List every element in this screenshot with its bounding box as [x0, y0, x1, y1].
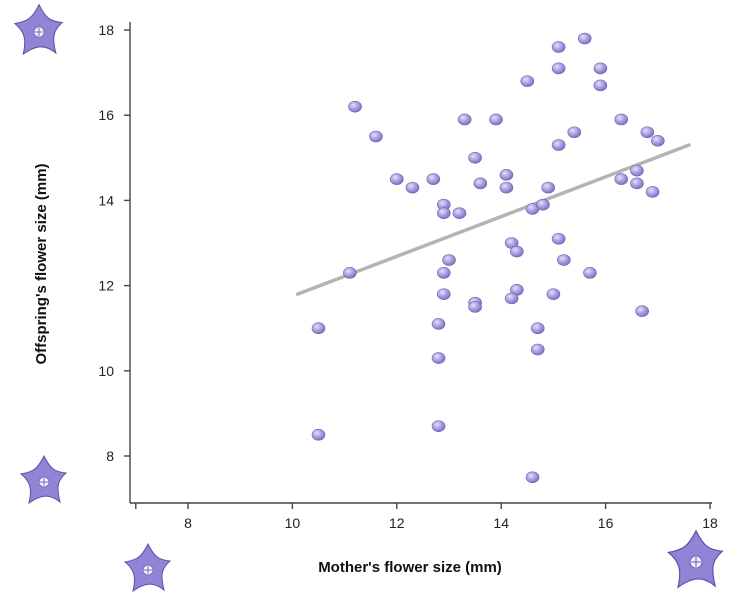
- data-point: [499, 169, 514, 181]
- data-point: [510, 245, 524, 258]
- data-point: [551, 41, 566, 53]
- data-point: [452, 207, 467, 219]
- data-point: [468, 301, 482, 313]
- y-axis-title: Offspring's flower size (mm): [33, 163, 50, 364]
- data-point: [583, 267, 597, 279]
- data-point: [520, 75, 535, 87]
- x-tick-label: 12: [389, 515, 405, 531]
- data-point: [640, 126, 655, 139]
- data-point: [343, 267, 357, 279]
- flower-icon: [124, 543, 171, 592]
- data-point: [468, 152, 482, 164]
- data-point: [436, 288, 451, 300]
- data-point: [426, 173, 441, 185]
- data-point: [431, 352, 446, 364]
- data-point: [577, 32, 592, 45]
- flower-icon: [20, 455, 67, 504]
- y-tick-label: 18: [98, 22, 114, 38]
- data-point: [311, 322, 326, 335]
- data-point: [541, 181, 555, 194]
- data-point: [489, 113, 503, 126]
- data-point: [473, 177, 488, 190]
- data-point: [551, 139, 566, 151]
- y-axis-ticks: 8 10 12 14 16 18: [98, 22, 130, 464]
- data-point: [593, 62, 608, 75]
- y-tick-label: 12: [98, 278, 114, 294]
- data-point: [504, 292, 519, 305]
- x-tick-label: 18: [702, 515, 718, 531]
- data-point: [389, 173, 404, 185]
- data-point: [551, 232, 566, 245]
- data-point: [567, 126, 582, 139]
- data-point: [369, 130, 383, 143]
- data-point: [645, 186, 660, 198]
- data-points: [311, 32, 665, 484]
- x-tick-label: 16: [598, 515, 614, 531]
- data-point: [557, 254, 571, 266]
- y-tick-label: 10: [98, 363, 114, 379]
- data-point: [530, 343, 545, 356]
- flower-icon: [667, 530, 724, 588]
- data-point: [536, 198, 550, 211]
- data-point: [499, 181, 514, 194]
- data-point: [405, 181, 420, 194]
- data-point: [630, 164, 644, 177]
- data-point: [431, 420, 446, 432]
- data-point: [457, 113, 472, 126]
- data-point: [546, 288, 561, 300]
- data-point: [442, 254, 456, 266]
- x-tick-label: 8: [184, 515, 192, 531]
- data-point: [635, 305, 649, 317]
- y-tick-label: 16: [98, 107, 114, 123]
- data-point: [551, 62, 566, 75]
- data-point: [436, 267, 451, 279]
- data-point: [530, 322, 545, 335]
- data-point: [348, 100, 362, 113]
- x-tick-label: 14: [493, 515, 509, 531]
- data-point: [650, 134, 665, 147]
- data-point: [436, 207, 451, 219]
- x-axis-ticks: 8 10 12 14 16 18: [135, 503, 718, 531]
- data-point: [614, 173, 629, 185]
- y-tick-label: 8: [106, 448, 114, 464]
- data-point: [525, 471, 540, 484]
- data-point: [593, 79, 608, 92]
- x-axis-title: Mother's flower size (mm): [318, 559, 502, 576]
- trend-line: [295, 143, 691, 296]
- data-point: [614, 113, 629, 126]
- x-tick-label: 10: [285, 515, 301, 531]
- data-point: [311, 428, 326, 441]
- data-point: [431, 318, 446, 330]
- y-tick-label: 14: [98, 192, 114, 208]
- flower-icon: [14, 4, 63, 55]
- data-point: [630, 177, 644, 190]
